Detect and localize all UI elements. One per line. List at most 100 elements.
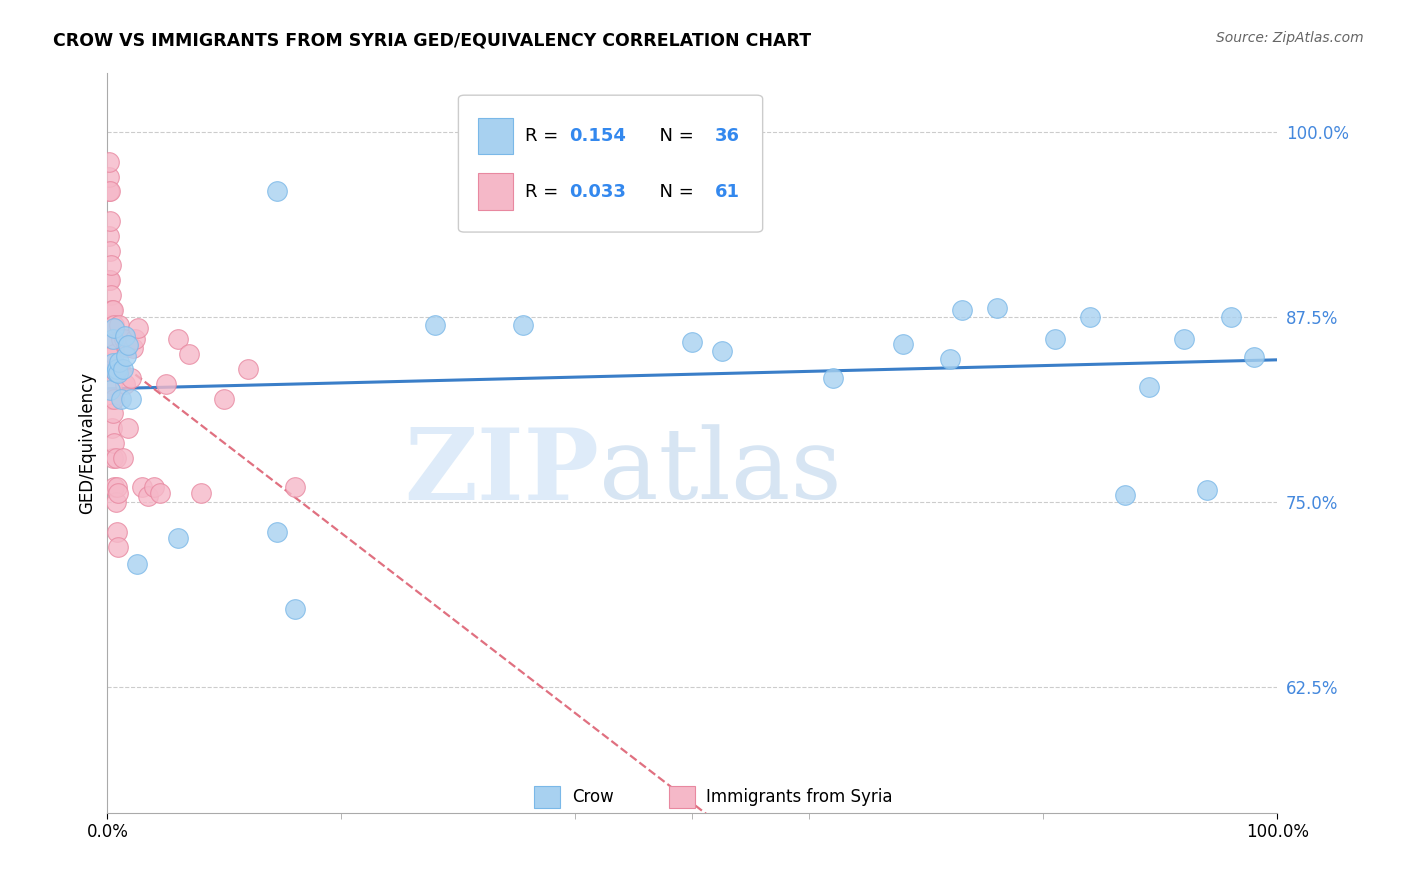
Point	[115, 349, 138, 363]
Point	[103, 436, 125, 450]
Point	[107, 486, 129, 500]
Point	[821, 371, 844, 385]
Point	[266, 185, 288, 199]
Point	[101, 376, 124, 391]
Point	[108, 354, 131, 368]
Text: Immigrants from Syria: Immigrants from Syria	[706, 788, 893, 805]
Point	[131, 480, 153, 494]
Bar	[534, 786, 560, 808]
Point	[97, 228, 120, 243]
Text: N =: N =	[648, 127, 699, 145]
Point	[98, 383, 121, 397]
Point	[104, 362, 127, 376]
Point	[117, 338, 139, 352]
Point	[149, 486, 172, 500]
Point	[166, 531, 188, 545]
Point	[103, 318, 125, 332]
Point	[100, 318, 122, 332]
Text: Crow: Crow	[572, 788, 613, 805]
Point	[101, 421, 124, 435]
Point	[97, 154, 120, 169]
Point	[127, 320, 149, 334]
Point	[103, 356, 125, 370]
Point	[101, 332, 124, 346]
Point	[98, 244, 121, 258]
Point	[107, 540, 129, 554]
Point	[100, 288, 122, 302]
Y-axis label: GED/Equivalency: GED/Equivalency	[79, 372, 96, 514]
Point	[98, 273, 121, 287]
Point	[114, 329, 136, 343]
Point	[105, 362, 128, 376]
Point	[117, 340, 139, 354]
Point	[179, 347, 201, 361]
Point	[97, 185, 120, 199]
Point	[103, 302, 125, 317]
Point	[891, 336, 914, 351]
Text: atlas: atlas	[599, 425, 842, 520]
Text: CROW VS IMMIGRANTS FROM SYRIA GED/EQUIVALENCY CORRELATION CHART: CROW VS IMMIGRANTS FROM SYRIA GED/EQUIVA…	[53, 31, 811, 49]
Point	[1078, 310, 1101, 325]
Point	[98, 347, 121, 361]
Bar	[478, 118, 513, 153]
Point	[423, 318, 446, 332]
Point	[125, 558, 148, 572]
Point	[104, 495, 127, 509]
Point	[236, 362, 259, 376]
Point	[105, 480, 128, 494]
Text: 0.154: 0.154	[569, 127, 627, 145]
Point	[105, 524, 128, 539]
Text: R =: R =	[524, 183, 564, 201]
Point	[190, 486, 212, 500]
Point	[103, 362, 125, 376]
Point	[284, 601, 307, 615]
Point	[112, 332, 135, 346]
Point	[103, 332, 125, 346]
FancyBboxPatch shape	[458, 95, 762, 232]
Text: ZIP: ZIP	[404, 424, 599, 521]
Point	[1197, 483, 1219, 498]
Point	[710, 344, 733, 359]
Text: 0.033: 0.033	[569, 183, 627, 201]
Text: N =: N =	[648, 183, 699, 201]
Point	[214, 392, 236, 406]
Point	[512, 318, 534, 332]
Point	[103, 320, 125, 334]
Text: R =: R =	[524, 127, 564, 145]
Text: 61: 61	[714, 183, 740, 201]
Point	[100, 362, 122, 376]
Point	[103, 450, 125, 465]
Point	[266, 524, 288, 539]
Point	[155, 376, 177, 391]
Point	[111, 362, 134, 376]
Bar	[669, 786, 695, 808]
Point	[115, 340, 138, 354]
Point	[1173, 332, 1195, 346]
Point	[120, 371, 142, 385]
Point	[124, 332, 146, 346]
Point	[1043, 332, 1066, 346]
Text: Source: ZipAtlas.com: Source: ZipAtlas.com	[1216, 31, 1364, 45]
Point	[103, 332, 125, 346]
Point	[1137, 380, 1160, 394]
Point	[98, 214, 121, 228]
Point	[681, 335, 703, 350]
Point	[111, 450, 134, 465]
Point	[104, 365, 127, 379]
Point	[1114, 488, 1136, 502]
Point	[100, 258, 122, 272]
Point	[110, 362, 132, 376]
Point	[114, 376, 136, 391]
Bar	[478, 173, 513, 210]
Point	[166, 332, 188, 346]
Point	[103, 406, 125, 420]
Point	[284, 480, 307, 494]
Point	[950, 302, 973, 317]
Point	[104, 450, 127, 465]
Point	[143, 480, 166, 494]
Point	[110, 392, 132, 406]
Point	[97, 169, 120, 184]
Point	[100, 392, 122, 406]
Text: 36: 36	[714, 127, 740, 145]
Point	[1243, 350, 1265, 364]
